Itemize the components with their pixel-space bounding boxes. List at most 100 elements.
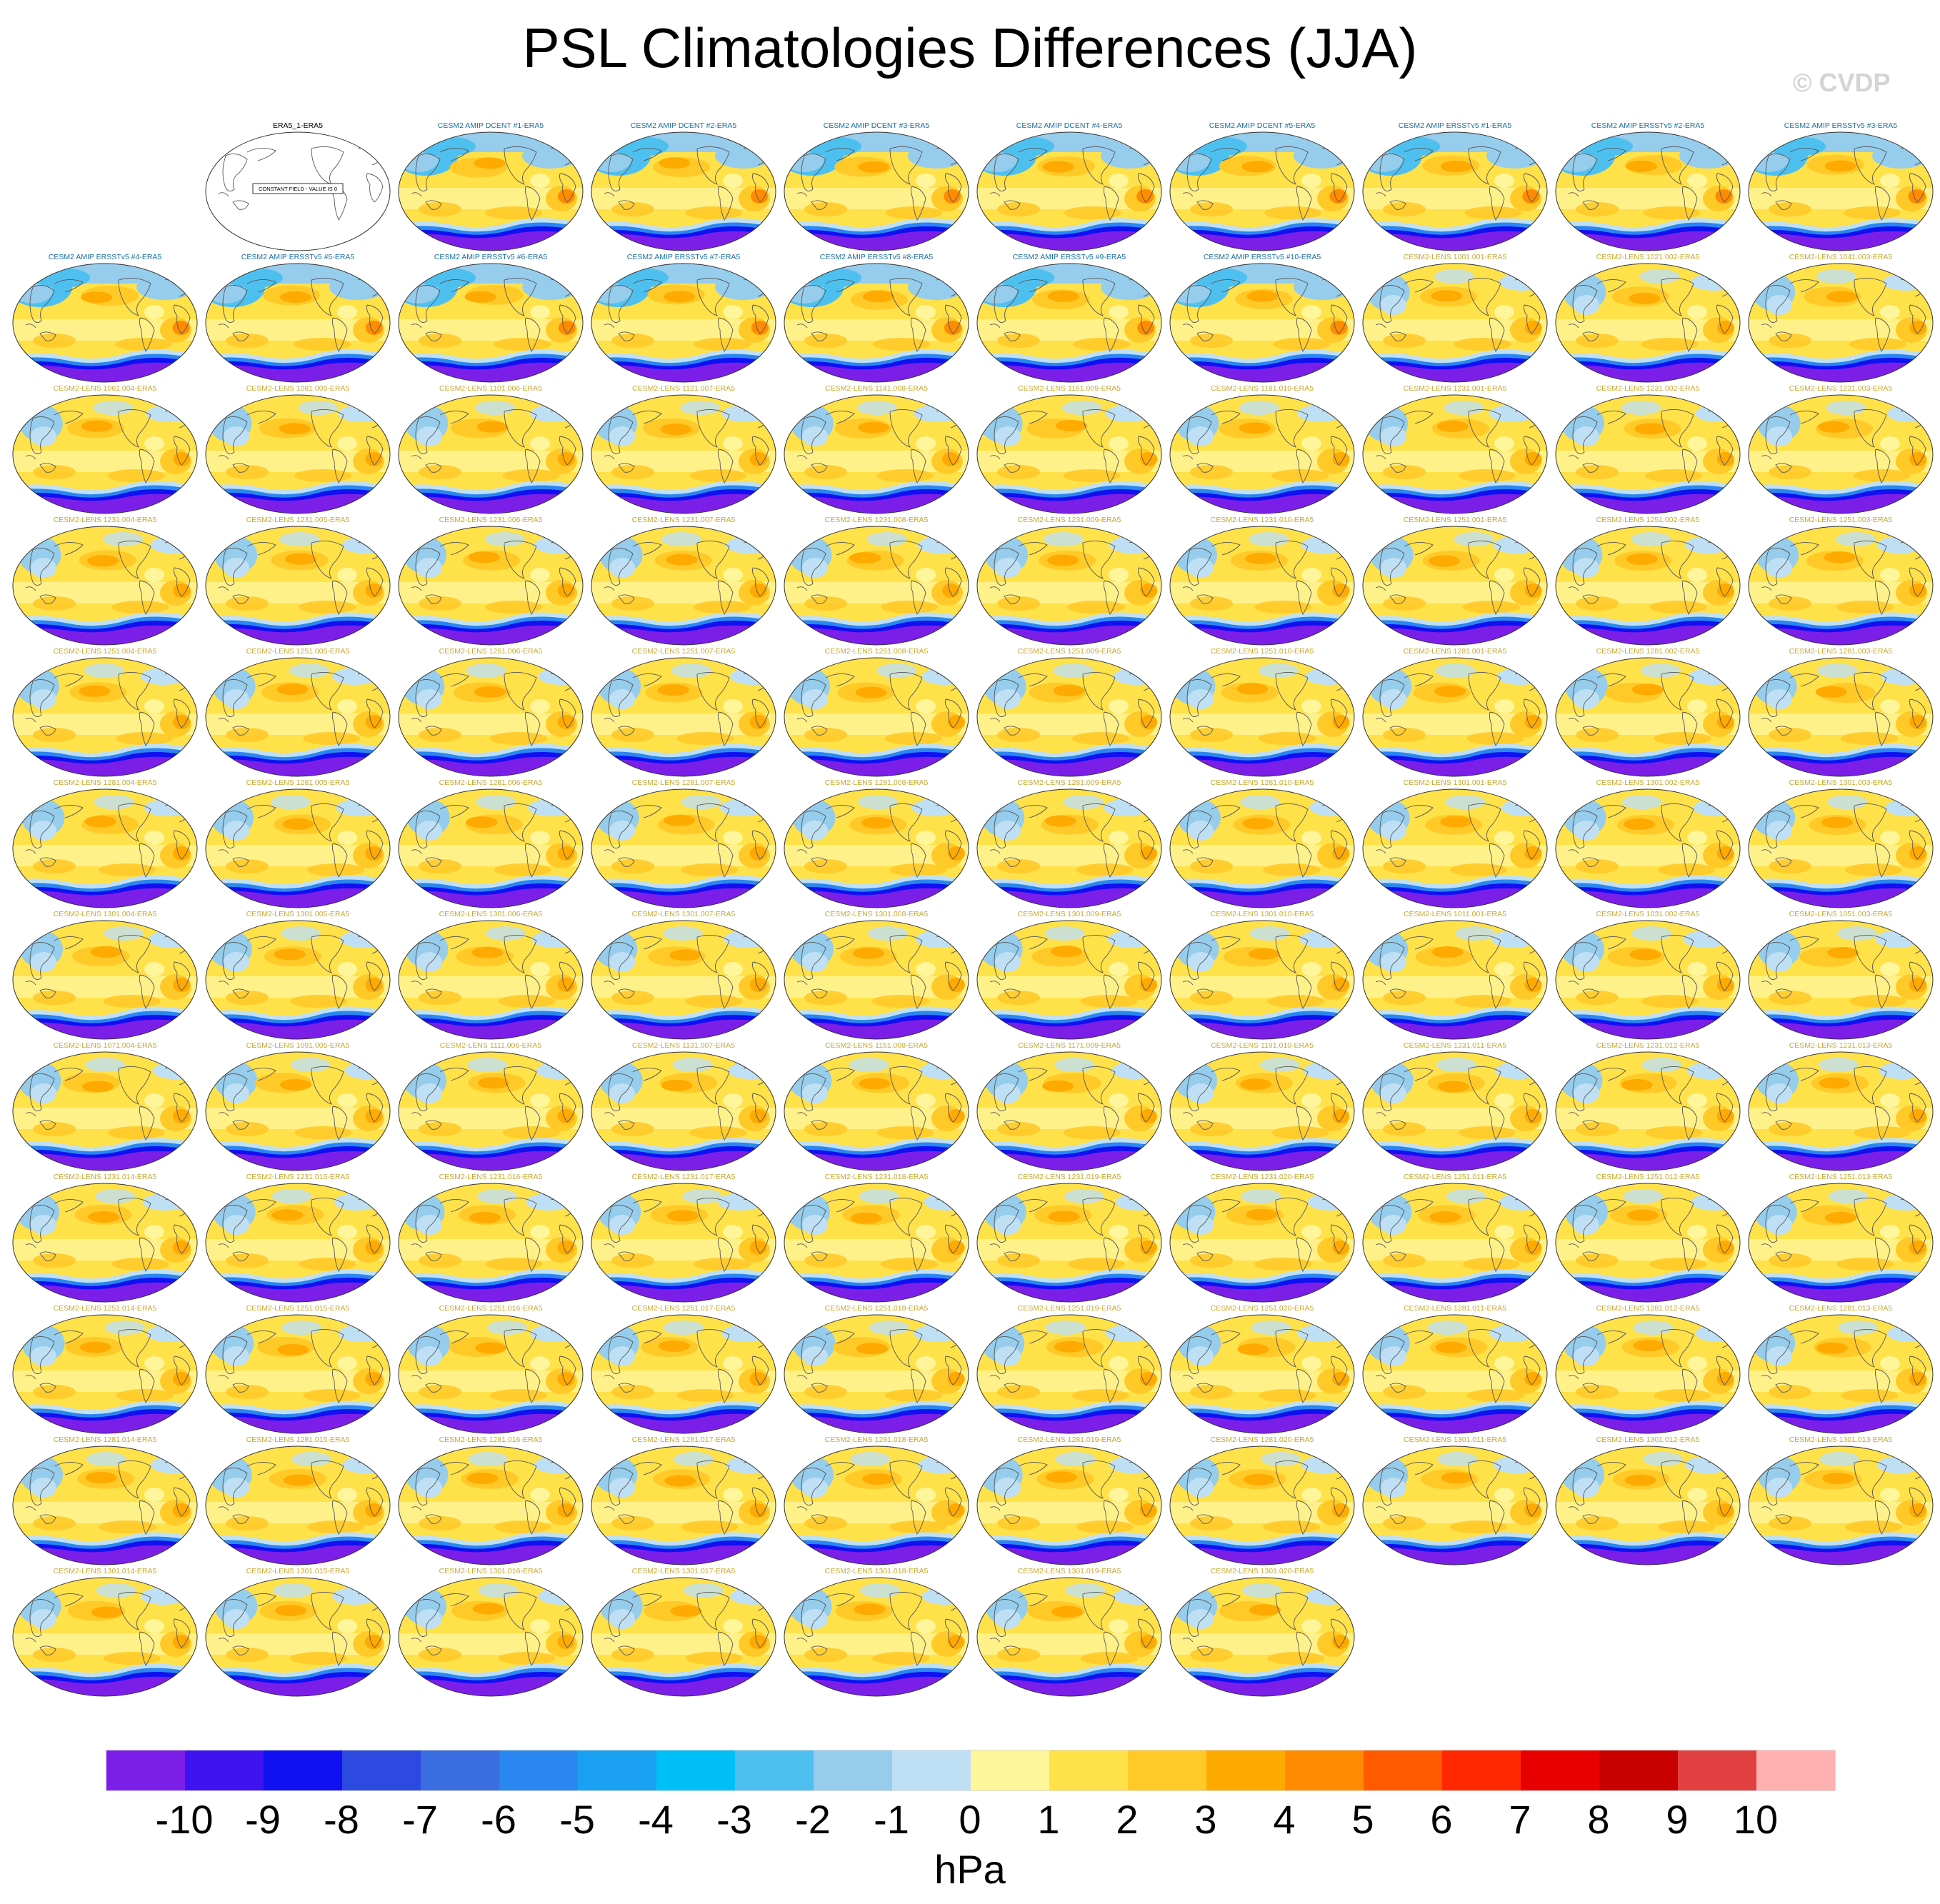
- map-field: [1363, 658, 1547, 776]
- high-pressure-region: [557, 978, 575, 992]
- high-pressure-region: [1267, 995, 1325, 1008]
- colorbar-segment: [499, 1750, 578, 1790]
- map-field: [1749, 789, 1933, 908]
- map-field: [591, 1183, 776, 1302]
- colorbar-segment: [1364, 1750, 1442, 1790]
- coastlines: [1761, 803, 1926, 878]
- low-pressure-region: [1445, 795, 1486, 809]
- high-pressure-region: [1576, 859, 1619, 873]
- neutral-region: [530, 568, 550, 582]
- low-pressure-region: [1574, 1215, 1599, 1235]
- low-pressure-region: [478, 1583, 519, 1598]
- high-pressure-region: [1909, 1503, 1926, 1518]
- high-pressure-region: [81, 420, 113, 432]
- high-pressure-region: [419, 202, 461, 216]
- low-pressure-region: [1053, 663, 1094, 678]
- low-pressure-region: [1427, 1321, 1468, 1335]
- high-pressure-region: [1645, 1126, 1703, 1139]
- panel-title: CESM2-LENS 1301.005-ERA5: [246, 910, 350, 918]
- high-pressure-region: [1769, 991, 1811, 1005]
- map-panel: CESM2-LENS 1231.006-ERA5: [397, 516, 584, 647]
- world-map: [1169, 394, 1355, 514]
- map-panel: CESM2 AMIP DCENT #3-ERA5: [783, 121, 970, 253]
- high-pressure-region: [1621, 1079, 1653, 1091]
- low-pressure-region: [802, 1478, 828, 1498]
- high-pressure-region: [681, 863, 739, 876]
- arctic-band: [399, 132, 583, 152]
- low-pressure-region: [995, 558, 1021, 578]
- high-pressure-region: [419, 728, 461, 742]
- arctic-band: [784, 264, 969, 284]
- low-pressure-region: [31, 558, 56, 578]
- low-pressure-region: [1766, 295, 1792, 315]
- low-pressure-region: [868, 926, 909, 941]
- panel-title: CESM2-LENS 1301.017-ERA5: [631, 1567, 736, 1575]
- map-outline: [976, 131, 1162, 251]
- low-pressure-region: [1641, 1058, 1682, 1072]
- low-pressure-region: [802, 1215, 828, 1235]
- map-panel: CESM2-LENS 1091.005-ERA5: [204, 1041, 391, 1173]
- map-panel: CESM2-LENS 1301.011-ERA5: [1361, 1435, 1549, 1567]
- map-panel: CESM2-LENS 1281.007-ERA5: [590, 778, 777, 910]
- low-pressure-region: [152, 1062, 197, 1079]
- map-outline: [976, 1577, 1162, 1697]
- world-map: [1555, 131, 1741, 251]
- map-outline: [398, 131, 584, 251]
- world-map: [12, 263, 198, 383]
- neutral-region: [1109, 1619, 1129, 1633]
- high-pressure-region: [657, 684, 689, 696]
- low-pressure-region: [671, 663, 711, 678]
- high-pressure-region: [172, 1241, 190, 1255]
- map-field: [1556, 1315, 1740, 1433]
- world-map: [784, 394, 969, 514]
- high-pressure-region: [1383, 728, 1426, 742]
- neutral-region: [1109, 1225, 1129, 1239]
- map-field: [1170, 132, 1354, 251]
- high-pressure-region: [498, 1652, 556, 1665]
- low-pressure-region: [484, 532, 525, 546]
- high-pressure-region: [947, 846, 965, 861]
- neutral-region: [1301, 1488, 1321, 1502]
- high-pressure-region: [947, 1503, 965, 1518]
- map-outline: [1362, 657, 1548, 777]
- high-pressure-region: [1821, 816, 1853, 828]
- panel-title: CESM2-LENS 1231.008-ERA5: [824, 516, 929, 524]
- high-pressure-region: [419, 465, 461, 479]
- map-panel: CESM2-LENS 1281.012-ERA5: [1554, 1304, 1741, 1435]
- panel-title: CESM2-LENS 1281.003-ERA5: [1789, 647, 1893, 656]
- low-pressure-region: [1766, 558, 1792, 578]
- high-pressure-region: [1466, 1389, 1524, 1402]
- high-pressure-region: [1190, 1122, 1233, 1136]
- map-field: [1556, 1183, 1740, 1302]
- neutral-region: [144, 831, 164, 845]
- map-panel: CESM2-LENS 1281.003-ERA5: [1747, 647, 1934, 778]
- panel-title: CESM2-LENS 1281.018-ERA5: [824, 1435, 929, 1444]
- high-pressure-region: [303, 732, 361, 745]
- map-field: [1363, 921, 1547, 1039]
- high-pressure-region: [1383, 1253, 1426, 1268]
- map-outline: [1748, 263, 1934, 383]
- panel-title: CESM2-LENS 1251.007-ERA5: [631, 647, 736, 656]
- high-pressure-region: [477, 1077, 509, 1089]
- low-pressure-region: [1639, 269, 1680, 284]
- map-outline: [976, 657, 1162, 777]
- colorbar: [106, 1750, 1836, 1791]
- high-pressure-region: [226, 1122, 269, 1136]
- neutral-region: [916, 831, 936, 845]
- low-pressure-region: [1766, 821, 1792, 841]
- map-panel: CESM2-LENS 1251.001-ERA5: [1361, 516, 1549, 647]
- map-outline: [398, 920, 584, 1040]
- map-outline: [12, 1445, 198, 1565]
- high-pressure-region: [944, 189, 961, 204]
- high-pressure-region: [79, 685, 111, 697]
- high-pressure-region: [664, 1475, 696, 1487]
- world-map: [1555, 1051, 1741, 1171]
- high-pressure-region: [1436, 420, 1469, 432]
- high-pressure-region: [1454, 338, 1511, 351]
- world-map: [1555, 394, 1741, 514]
- map-field: [399, 1183, 583, 1302]
- coastlines: [1568, 409, 1734, 483]
- low-pressure-region: [150, 536, 196, 553]
- map-panel: CESM2-LENS 1251.009-ERA5: [976, 647, 1163, 778]
- low-pressure-region: [338, 405, 384, 422]
